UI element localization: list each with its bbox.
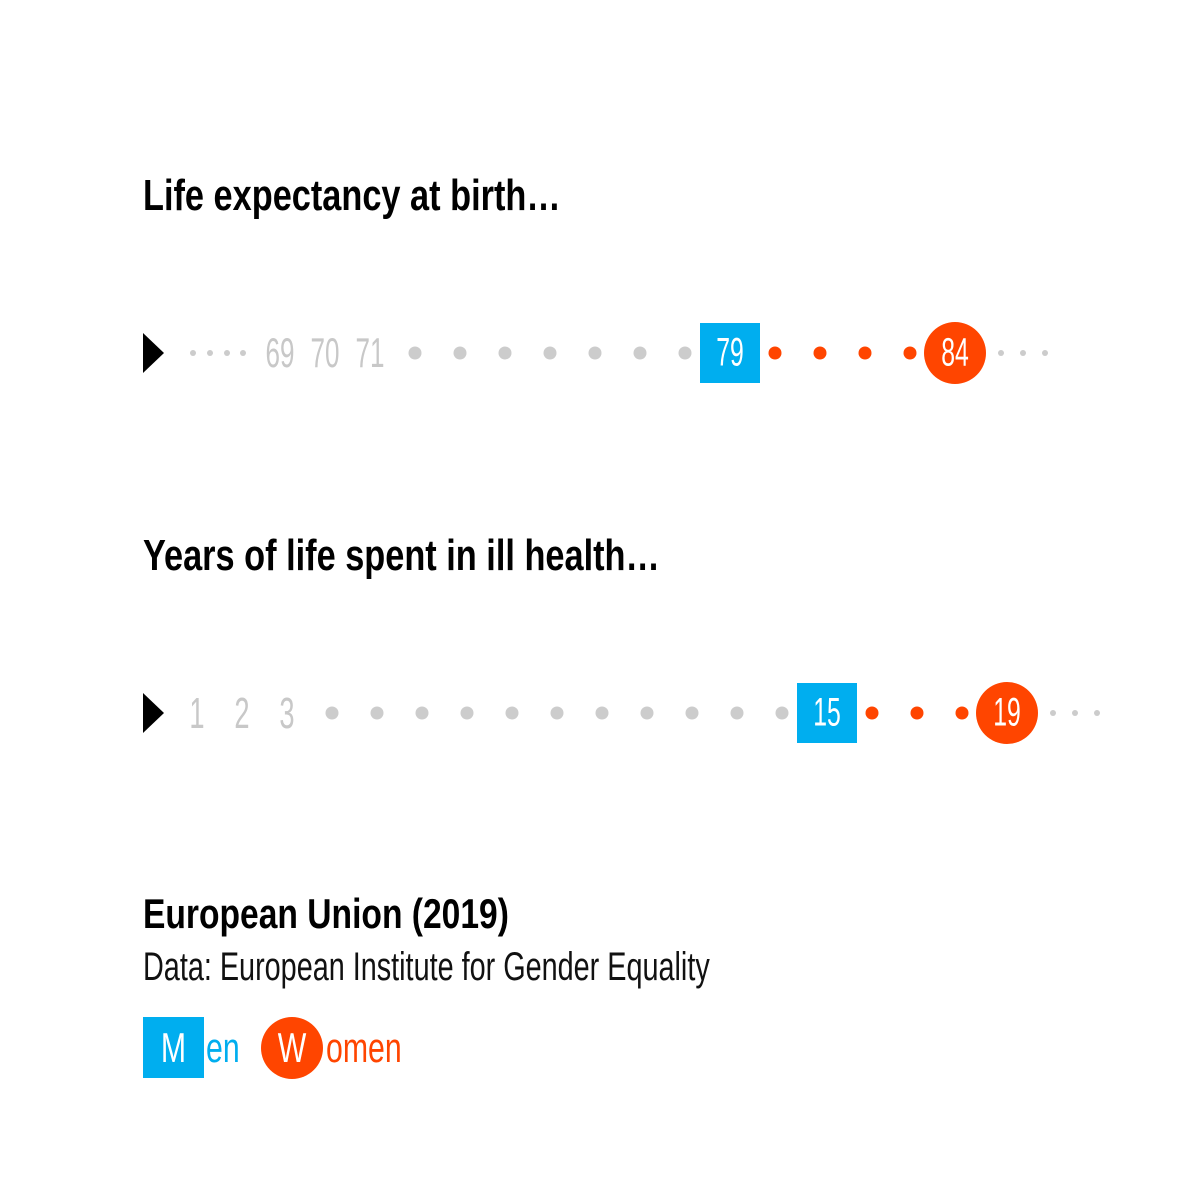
trail-dot (1042, 350, 1048, 356)
women-range-dot (903, 346, 917, 360)
women-range-dot (768, 346, 782, 360)
legend-men-initial: M (160, 1024, 187, 1071)
trail-dot (1072, 710, 1078, 716)
tick-label: 71 (356, 330, 385, 377)
trail-dot (1094, 710, 1100, 716)
women-range-dot (955, 706, 969, 720)
data-dot (543, 346, 557, 360)
lead-dot (207, 350, 213, 356)
data-dot (775, 706, 789, 720)
women-value-label: 84 (941, 331, 969, 375)
legend-men-text: en (206, 1024, 240, 1071)
women-range-dot (858, 346, 872, 360)
tick-label: 69 (266, 330, 295, 377)
lead-dot (224, 350, 230, 356)
tick-label: 3 (279, 688, 294, 737)
data-dot (325, 706, 339, 720)
men-marker (797, 683, 857, 743)
data-dot (453, 346, 467, 360)
women-marker (976, 682, 1038, 744)
trail-dot (998, 350, 1004, 356)
legend-men: M en (143, 1017, 253, 1079)
data-dot (595, 706, 609, 720)
tick-label: 70 (311, 330, 340, 377)
chart-1-title: Life expectancy at birth… (143, 171, 561, 220)
women-range-dot (813, 346, 827, 360)
women-value-label: 19 (993, 691, 1021, 735)
women-range-dot (910, 706, 924, 720)
lead-dot (190, 350, 196, 356)
lead-dot (240, 350, 246, 356)
men-value-label: 79 (716, 331, 744, 375)
data-dot (550, 706, 564, 720)
trail-dot (1020, 350, 1026, 356)
data-dot (730, 706, 744, 720)
data-dot (633, 346, 647, 360)
data-dot (640, 706, 654, 720)
start-arrow-icon (143, 333, 164, 373)
data-dot (505, 706, 519, 720)
data-dot (408, 346, 422, 360)
tick-label: 1 (189, 688, 204, 737)
legend-women-text: omen (326, 1024, 402, 1071)
footer-source: Data: European Institute for Gender Equa… (143, 945, 710, 989)
data-dot (685, 706, 699, 720)
start-arrow-icon (143, 693, 164, 733)
tick-label: 2 (234, 688, 249, 737)
legend-women-initial: W (277, 1024, 307, 1071)
chart-2-title: Years of life spent in ill health… (143, 531, 660, 580)
men-marker (700, 323, 760, 383)
data-dot (678, 346, 692, 360)
legend-women-badge: W (261, 1017, 323, 1079)
women-range-dot (865, 706, 879, 720)
data-dot (588, 346, 602, 360)
legend-men-badge: M (143, 1017, 204, 1078)
data-dot (415, 706, 429, 720)
women-marker (924, 322, 986, 384)
data-dot (498, 346, 512, 360)
legend-women: W omen (261, 1017, 421, 1079)
data-dot (370, 706, 384, 720)
men-value-label: 15 (813, 691, 841, 735)
data-dot (460, 706, 474, 720)
footer-title: European Union (2019) (143, 890, 509, 937)
trail-dot (1050, 710, 1056, 716)
